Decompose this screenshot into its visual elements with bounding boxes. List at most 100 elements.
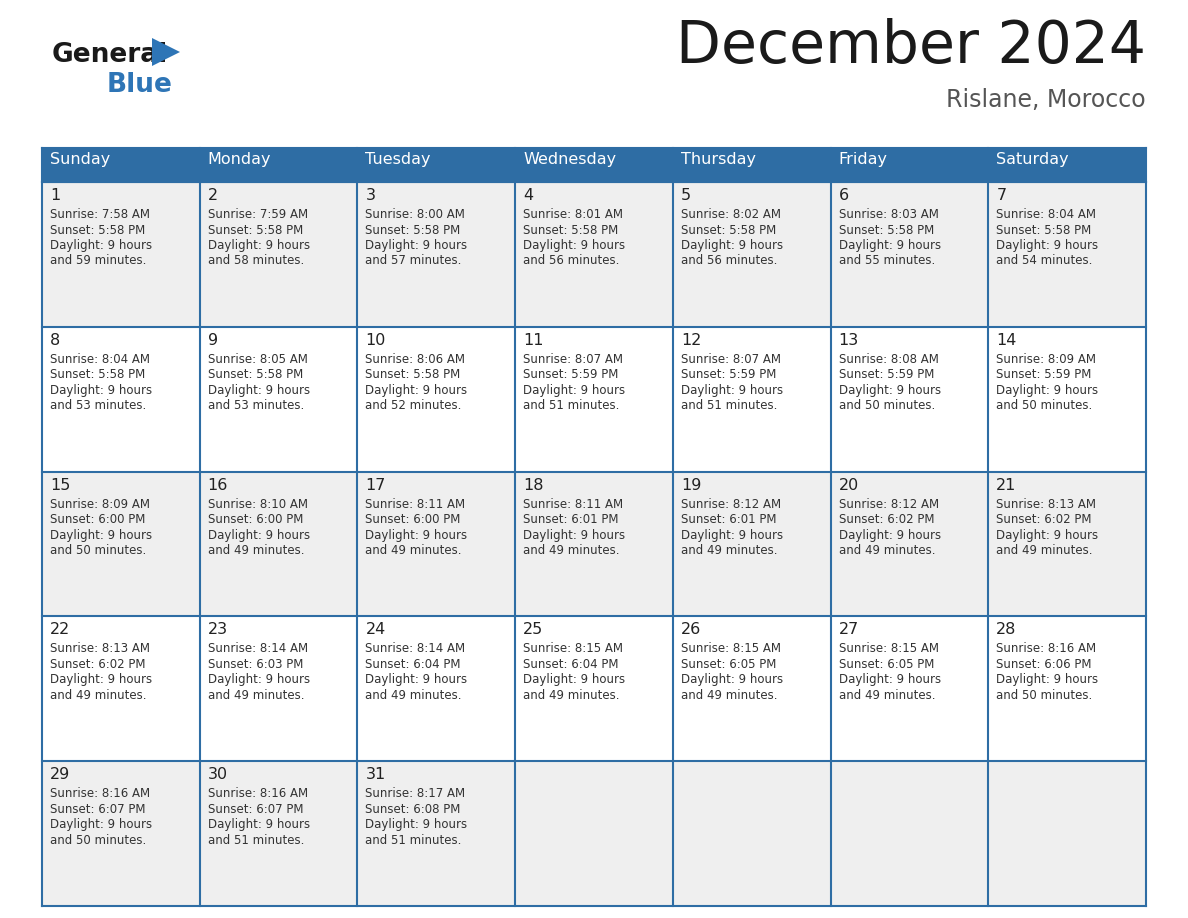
Text: Sunset: 6:07 PM: Sunset: 6:07 PM: [50, 802, 145, 816]
Text: Sunrise: 8:00 AM: Sunrise: 8:00 AM: [366, 208, 466, 221]
Text: Sunset: 5:59 PM: Sunset: 5:59 PM: [997, 368, 1092, 381]
Text: Daylight: 9 hours: Daylight: 9 hours: [997, 529, 1099, 542]
Text: Sunrise: 7:58 AM: Sunrise: 7:58 AM: [50, 208, 150, 221]
Text: Daylight: 9 hours: Daylight: 9 hours: [208, 674, 310, 687]
Text: Sunrise: 8:14 AM: Sunrise: 8:14 AM: [208, 643, 308, 655]
Text: Wednesday: Wednesday: [523, 152, 617, 167]
Text: Sunrise: 8:01 AM: Sunrise: 8:01 AM: [523, 208, 624, 221]
Text: Daylight: 9 hours: Daylight: 9 hours: [50, 818, 152, 831]
Text: Rislane, Morocco: Rislane, Morocco: [947, 88, 1146, 112]
Text: and 49 minutes.: and 49 minutes.: [366, 544, 462, 557]
Text: 10: 10: [366, 333, 386, 348]
Text: 2: 2: [208, 188, 217, 203]
Text: and 49 minutes.: and 49 minutes.: [839, 544, 935, 557]
Text: and 51 minutes.: and 51 minutes.: [681, 399, 777, 412]
Text: Blue: Blue: [107, 72, 173, 98]
Text: Daylight: 9 hours: Daylight: 9 hours: [208, 818, 310, 831]
Text: Daylight: 9 hours: Daylight: 9 hours: [681, 239, 783, 252]
Text: Sunset: 6:07 PM: Sunset: 6:07 PM: [208, 802, 303, 816]
Text: Sunrise: 8:06 AM: Sunrise: 8:06 AM: [366, 353, 466, 365]
Bar: [42, 616, 1146, 761]
Text: Sunset: 6:00 PM: Sunset: 6:00 PM: [366, 513, 461, 526]
Text: and 50 minutes.: and 50 minutes.: [997, 688, 1093, 702]
Text: Daylight: 9 hours: Daylight: 9 hours: [997, 239, 1099, 252]
Text: Sunset: 6:00 PM: Sunset: 6:00 PM: [208, 513, 303, 526]
Text: and 58 minutes.: and 58 minutes.: [208, 254, 304, 267]
Text: Daylight: 9 hours: Daylight: 9 hours: [839, 384, 941, 397]
Text: and 52 minutes.: and 52 minutes.: [366, 399, 462, 412]
Text: Sunrise: 8:05 AM: Sunrise: 8:05 AM: [208, 353, 308, 365]
Text: Sunset: 6:00 PM: Sunset: 6:00 PM: [50, 513, 145, 526]
Text: 12: 12: [681, 333, 701, 348]
Text: 29: 29: [50, 767, 70, 782]
Text: 5: 5: [681, 188, 691, 203]
Text: Daylight: 9 hours: Daylight: 9 hours: [523, 674, 625, 687]
Text: Daylight: 9 hours: Daylight: 9 hours: [997, 384, 1099, 397]
Text: 24: 24: [366, 622, 386, 637]
Text: and 57 minutes.: and 57 minutes.: [366, 254, 462, 267]
Text: Daylight: 9 hours: Daylight: 9 hours: [681, 674, 783, 687]
Text: Daylight: 9 hours: Daylight: 9 hours: [366, 384, 468, 397]
Text: 7: 7: [997, 188, 1006, 203]
Text: Daylight: 9 hours: Daylight: 9 hours: [50, 239, 152, 252]
Text: 21: 21: [997, 477, 1017, 493]
Text: Sunrise: 8:11 AM: Sunrise: 8:11 AM: [366, 498, 466, 510]
Text: December 2024: December 2024: [676, 18, 1146, 75]
Text: and 49 minutes.: and 49 minutes.: [366, 688, 462, 702]
Text: Sunrise: 8:12 AM: Sunrise: 8:12 AM: [681, 498, 781, 510]
Text: Sunrise: 8:02 AM: Sunrise: 8:02 AM: [681, 208, 781, 221]
Text: Sunrise: 8:16 AM: Sunrise: 8:16 AM: [50, 788, 150, 800]
Polygon shape: [152, 38, 181, 66]
Text: Sunrise: 8:17 AM: Sunrise: 8:17 AM: [366, 788, 466, 800]
Text: Daylight: 9 hours: Daylight: 9 hours: [50, 674, 152, 687]
Text: Sunrise: 8:09 AM: Sunrise: 8:09 AM: [997, 353, 1097, 365]
Text: and 55 minutes.: and 55 minutes.: [839, 254, 935, 267]
Text: 9: 9: [208, 333, 217, 348]
Text: 11: 11: [523, 333, 544, 348]
Text: Daylight: 9 hours: Daylight: 9 hours: [839, 239, 941, 252]
Text: 31: 31: [366, 767, 386, 782]
Text: and 59 minutes.: and 59 minutes.: [50, 254, 146, 267]
Bar: [42, 148, 1146, 182]
Text: and 49 minutes.: and 49 minutes.: [50, 688, 146, 702]
Text: Sunset: 5:58 PM: Sunset: 5:58 PM: [523, 223, 619, 237]
Text: Daylight: 9 hours: Daylight: 9 hours: [208, 239, 310, 252]
Text: and 49 minutes.: and 49 minutes.: [997, 544, 1093, 557]
Text: Daylight: 9 hours: Daylight: 9 hours: [366, 674, 468, 687]
Text: 6: 6: [839, 188, 848, 203]
Text: and 53 minutes.: and 53 minutes.: [208, 399, 304, 412]
Text: and 49 minutes.: and 49 minutes.: [681, 688, 777, 702]
Text: Sunset: 5:58 PM: Sunset: 5:58 PM: [681, 223, 776, 237]
Text: and 49 minutes.: and 49 minutes.: [523, 688, 620, 702]
Text: Sunset: 6:08 PM: Sunset: 6:08 PM: [366, 802, 461, 816]
Text: Sunset: 6:02 PM: Sunset: 6:02 PM: [50, 658, 145, 671]
Text: Sunrise: 8:15 AM: Sunrise: 8:15 AM: [523, 643, 624, 655]
Text: Sunset: 6:01 PM: Sunset: 6:01 PM: [523, 513, 619, 526]
Text: Saturday: Saturday: [997, 152, 1069, 167]
Text: 26: 26: [681, 622, 701, 637]
Text: Friday: Friday: [839, 152, 887, 167]
Text: 15: 15: [50, 477, 70, 493]
Text: 16: 16: [208, 477, 228, 493]
Text: Sunrise: 8:15 AM: Sunrise: 8:15 AM: [839, 643, 939, 655]
Text: and 51 minutes.: and 51 minutes.: [208, 834, 304, 846]
Text: and 51 minutes.: and 51 minutes.: [523, 399, 619, 412]
Text: Daylight: 9 hours: Daylight: 9 hours: [208, 384, 310, 397]
Text: Sunrise: 8:10 AM: Sunrise: 8:10 AM: [208, 498, 308, 510]
Text: 27: 27: [839, 622, 859, 637]
Text: Daylight: 9 hours: Daylight: 9 hours: [839, 529, 941, 542]
Text: Sunset: 5:58 PM: Sunset: 5:58 PM: [208, 223, 303, 237]
Text: Sunrise: 8:09 AM: Sunrise: 8:09 AM: [50, 498, 150, 510]
Text: 20: 20: [839, 477, 859, 493]
Text: 13: 13: [839, 333, 859, 348]
Bar: [42, 182, 1146, 327]
Text: and 49 minutes.: and 49 minutes.: [681, 544, 777, 557]
Text: and 49 minutes.: and 49 minutes.: [839, 688, 935, 702]
Text: and 56 minutes.: and 56 minutes.: [523, 254, 619, 267]
Text: Sunrise: 8:04 AM: Sunrise: 8:04 AM: [997, 208, 1097, 221]
Text: 30: 30: [208, 767, 228, 782]
Text: 25: 25: [523, 622, 543, 637]
Text: Sunrise: 8:08 AM: Sunrise: 8:08 AM: [839, 353, 939, 365]
Text: Thursday: Thursday: [681, 152, 756, 167]
Text: and 50 minutes.: and 50 minutes.: [50, 834, 146, 846]
